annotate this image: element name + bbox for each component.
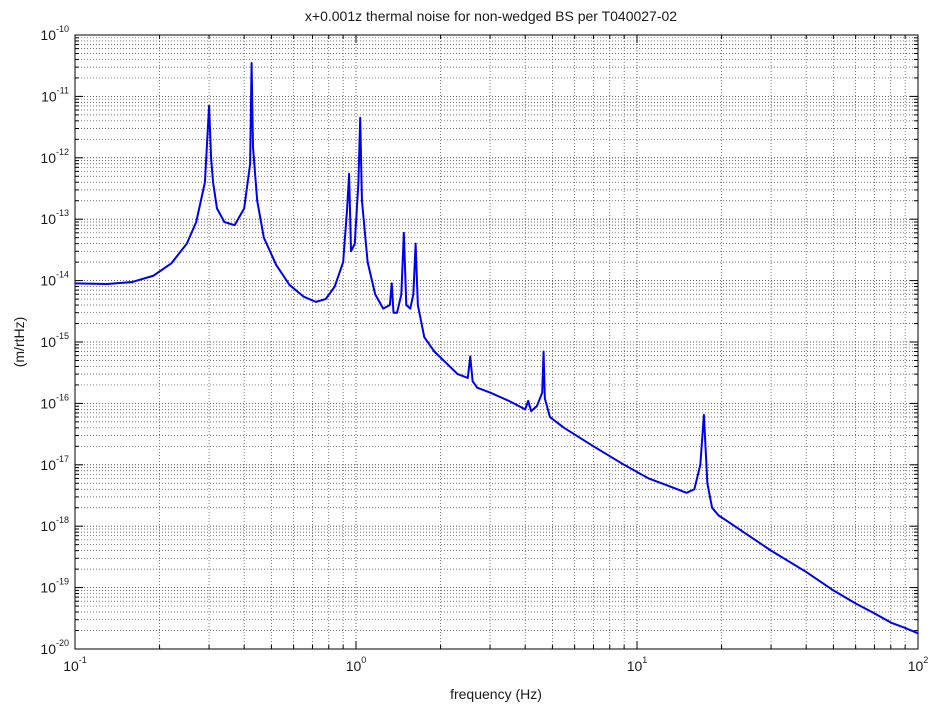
y-tick-labels: 10-10 10-11 10-12 10-13 10-14 10-15 10-16 10-17…: [40, 24, 69, 657]
y-tick-label: 10-13: [40, 208, 69, 227]
y-tick-label: 10-14: [40, 270, 69, 289]
chart-title: x+0.001z thermal noise for non-wedged BS…: [305, 8, 677, 24]
x-tick-label: 100: [346, 655, 367, 674]
y-tick-label: 10-11: [41, 85, 69, 104]
x-tick-labels: 10-1 100 101 102: [63, 655, 928, 674]
y-tick-label: 10-16: [40, 392, 69, 411]
plot-frame: [74, 34, 919, 650]
y-tick-label: 10-20: [40, 638, 69, 657]
y-tick-label: 10-19: [40, 577, 69, 596]
series-layer: [74, 61, 919, 635]
minor-grid: [75, 35, 918, 649]
x-tick-label: 10-1: [63, 655, 87, 674]
y-tick-label: 10-10: [40, 24, 69, 43]
x-tick-label: 101: [627, 655, 648, 674]
y-tick-label: 10-12: [40, 147, 69, 166]
y-tick-label: 10-18: [40, 515, 69, 534]
series-line-1: [74, 61, 919, 635]
y-tick-label: 10-17: [40, 454, 69, 473]
x-tick-label: 102: [908, 655, 929, 674]
y-tick-label: 10-15: [40, 331, 69, 350]
y-axis-label: (m/rtHz): [11, 317, 27, 368]
x-axis-label: frequency (Hz): [450, 686, 542, 702]
